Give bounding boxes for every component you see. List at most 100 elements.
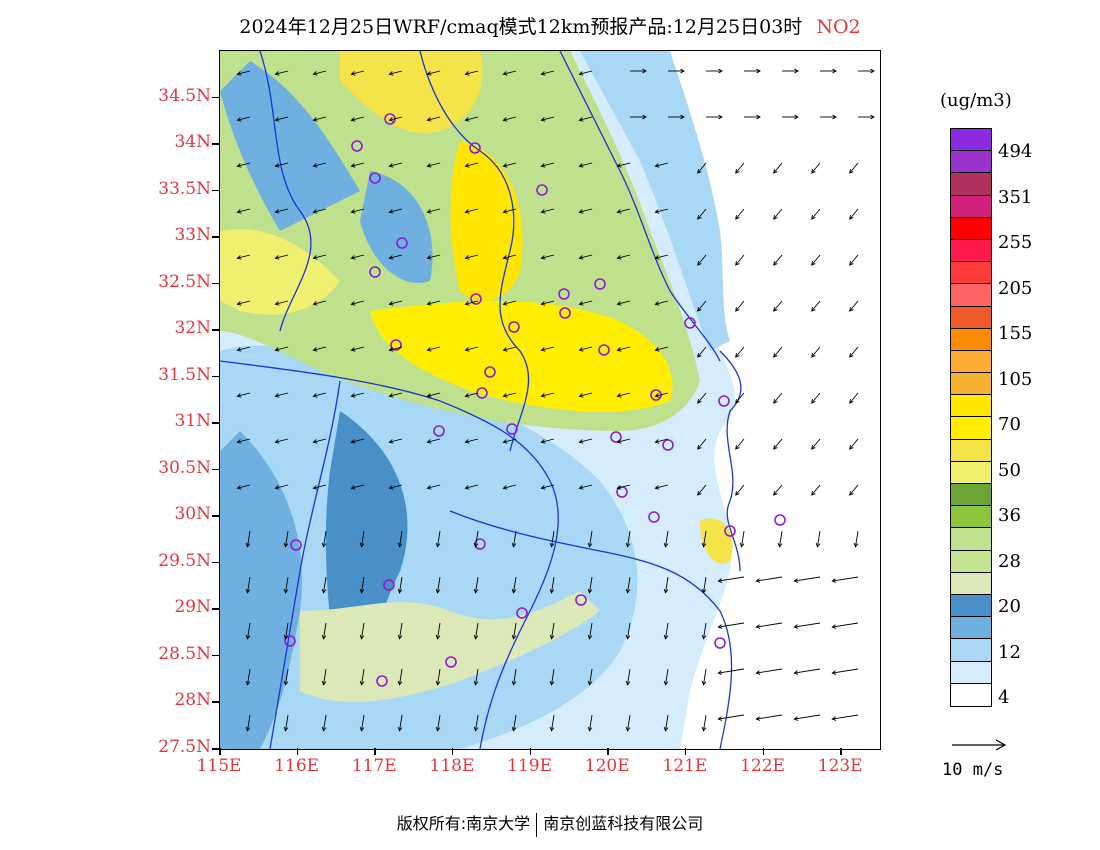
wind-vector-head — [321, 588, 327, 594]
wind-vector-head — [578, 485, 584, 490]
wind-vector-head — [773, 307, 778, 312]
map-frame — [219, 50, 881, 750]
wind-vector — [541, 346, 555, 351]
wind-vector-head — [735, 445, 740, 450]
wind-vector-head — [312, 117, 318, 122]
wind-vector — [665, 530, 669, 547]
wind-vector-head — [773, 353, 778, 358]
wind-vector — [589, 530, 593, 547]
lat-tick-label: 31N — [174, 411, 211, 432]
wind-vector-head — [717, 716, 723, 721]
colorbar-segment — [951, 217, 991, 240]
wind-vector-head — [773, 399, 778, 404]
wind-vector-head — [236, 209, 242, 214]
boundary-line — [269, 380, 341, 749]
wind-vector — [811, 208, 821, 220]
wind-vector — [351, 70, 365, 75]
monitoring-site-marker — [376, 675, 388, 687]
wind-vector-head — [245, 542, 251, 548]
wind-vector-head — [654, 439, 660, 444]
wind-vector — [437, 530, 441, 547]
wind-vector-head — [616, 347, 622, 352]
wind-vector-head — [435, 680, 441, 686]
colorbar-segment — [951, 129, 991, 152]
wind-vector — [627, 576, 631, 593]
wind-vector-head — [426, 255, 432, 260]
wind-vector-head — [350, 71, 356, 76]
wind-vector — [275, 392, 289, 397]
wind-vector — [351, 162, 365, 167]
colorbar — [950, 128, 992, 707]
wind-vector — [617, 392, 631, 397]
wind-vector-head — [849, 169, 854, 174]
wind-vector — [399, 622, 403, 639]
wind-vector-head — [578, 255, 584, 260]
wind-vector — [237, 162, 251, 167]
wind-vector — [703, 576, 707, 593]
monitoring-site-marker — [648, 511, 660, 523]
wind-vector-head — [616, 163, 622, 168]
colorbar-level-label: 20 — [998, 596, 1021, 617]
wind-vector — [551, 714, 555, 731]
colorbar-segment — [951, 661, 991, 684]
wind-vector — [389, 438, 403, 443]
boundary-line — [419, 51, 530, 452]
lat-tick-label: 28.5N — [158, 643, 211, 664]
footer: 版权所有:南京大学 南京创蓝科技有限公司 — [0, 810, 1100, 837]
lat-tick — [212, 282, 219, 285]
lon-tick-label: 118E — [429, 756, 475, 776]
wind-vector — [697, 346, 707, 358]
wind-vector — [697, 438, 707, 450]
wind-vector-head — [312, 485, 318, 490]
wind-vector — [427, 162, 441, 167]
wind-vector-head — [502, 439, 508, 444]
monitoring-site-marker — [684, 317, 696, 329]
wind-vector — [247, 530, 251, 547]
wind-vector-head — [502, 117, 508, 122]
wind-vector — [579, 208, 593, 213]
wind-vector-head — [616, 301, 622, 306]
monitoring-site-marker — [558, 288, 570, 300]
monitoring-site-marker — [474, 538, 486, 550]
wind-vector — [697, 484, 707, 496]
wind-vector — [275, 208, 289, 213]
wind-vector-head — [464, 209, 470, 214]
title-text: 2024年12月25日WRF/cmaq模式12km预报产品:12月25日03时 — [239, 16, 803, 38]
wind-vector — [551, 668, 555, 685]
wind-vector-head — [831, 624, 837, 629]
wind-vector — [237, 116, 251, 121]
wind-vector — [589, 576, 593, 593]
monitoring-site-marker — [594, 278, 606, 290]
wind-vector-head — [697, 169, 702, 174]
wind-vector-head — [312, 209, 318, 214]
wind-vector — [323, 714, 327, 731]
wind-vector-head — [793, 716, 799, 721]
wind-vector — [351, 254, 365, 259]
wind-vector-head — [549, 726, 555, 732]
wind-vector — [275, 484, 289, 489]
wind-vector-head — [811, 399, 816, 404]
wind-vector-head — [312, 439, 318, 444]
wind-vector-head — [312, 393, 318, 398]
wind-vector — [427, 346, 441, 351]
wind-vector — [579, 70, 593, 75]
wind-vector-head — [697, 215, 702, 220]
wind-vector — [237, 254, 251, 259]
boundary-line — [719, 350, 742, 572]
wind-vector-head — [616, 209, 622, 214]
wind-vector — [811, 438, 821, 450]
wind-vector — [655, 254, 669, 259]
wind-vector-head — [549, 634, 555, 640]
wind-vector-head — [755, 624, 761, 629]
wind-vector — [579, 300, 593, 305]
wind-vector-head — [236, 301, 242, 306]
boundary-line — [449, 510, 733, 749]
wind-vector-head — [321, 726, 327, 732]
wind-vector-head — [473, 680, 479, 686]
wind-vector-head — [811, 215, 816, 220]
wind-vector-head — [397, 680, 403, 686]
wind-vector — [703, 668, 707, 685]
wind-vector — [551, 530, 555, 547]
wind-vector-head — [388, 163, 394, 168]
lat-tick-label: 34.5N — [158, 85, 211, 106]
